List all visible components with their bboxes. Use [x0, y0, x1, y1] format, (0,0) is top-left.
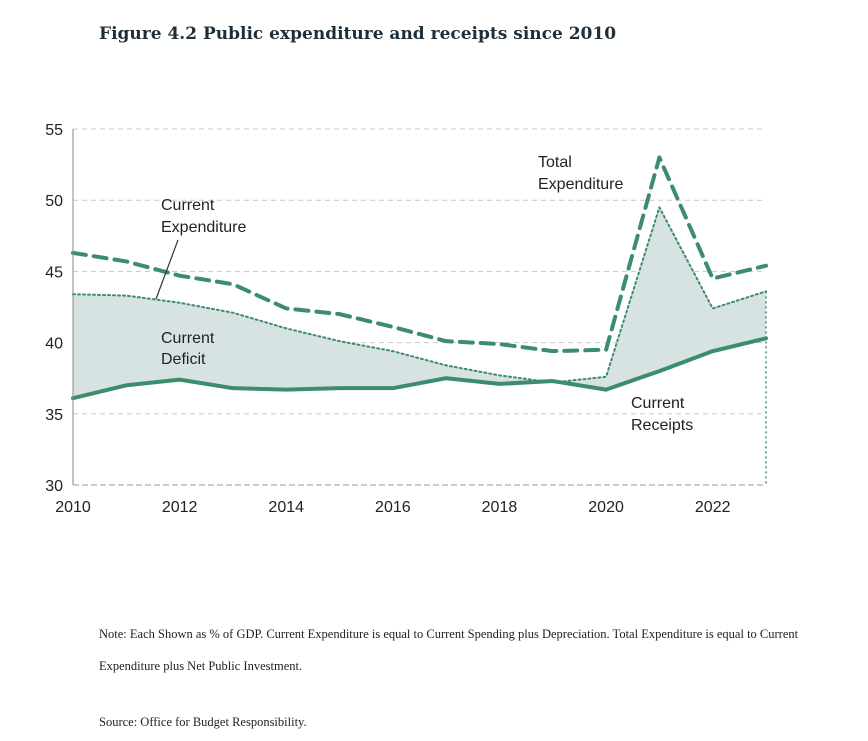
- y-tick-label-35: 35: [45, 407, 63, 424]
- x-tick-label-2018: 2018: [482, 499, 518, 516]
- annotation-current-receipts-line1: Current: [631, 395, 685, 412]
- annotation-current-deficit-line2: Deficit: [161, 351, 206, 368]
- annotation-current-receipts: Current Receipts: [631, 395, 693, 434]
- figure-source: Source: Office for Budget Responsibility…: [99, 715, 307, 729]
- annotation-total-expenditure-line1: Total: [538, 154, 572, 171]
- axis-layer: 30 35 40 45 50 55 2010 2012 2014 2016 2018 2020 2022: [45, 122, 766, 516]
- annotation-total-expenditure-line2: Expenditure: [538, 176, 623, 193]
- y-tick-label-50: 50: [45, 193, 63, 210]
- y-tick-label-55: 55: [45, 122, 63, 139]
- series-line-total-expenditure: [71, 155, 768, 354]
- expenditure-receipts-chart: 30 35 40 45 50 55 2010 2012 2014 2016 2018 2020 2022…: [45, 122, 768, 516]
- series-line-current-receipts: [71, 336, 768, 401]
- area-layer: [73, 207, 766, 399]
- annotation-current-expenditure-line2: Expenditure: [161, 219, 246, 236]
- x-tick-label-2010: 2010: [55, 499, 91, 516]
- annotation-current-expenditure-line1: Current: [161, 197, 215, 214]
- x-tick-label-2020: 2020: [588, 499, 624, 516]
- annotation-current-deficit: Current Deficit: [161, 330, 215, 368]
- figure-note: Note: Each Shown as % of GDP. Current Ex…: [99, 627, 799, 673]
- current-deficit-area: [73, 207, 766, 399]
- y-tick-label-40: 40: [45, 336, 63, 353]
- annotation-leader-line: [155, 239, 179, 300]
- annotation-current-receipts-line2: Receipts: [631, 417, 693, 434]
- series-line-current-expenditure: [72, 206, 767, 384]
- figure-title: Figure 4.2 Public expenditure and receip…: [99, 24, 617, 44]
- y-tick-label-45: 45: [45, 264, 63, 281]
- annotation-current-expenditure: Current Expenditure: [155, 197, 246, 300]
- annotation-current-deficit-line1: Current: [161, 330, 215, 347]
- x-tick-label-2016: 2016: [375, 499, 411, 516]
- x-tick-label-2012: 2012: [162, 499, 198, 516]
- annotation-total-expenditure: Total Expenditure: [538, 154, 623, 193]
- x-tick-label-2022: 2022: [695, 499, 731, 516]
- x-tick-label-2014: 2014: [268, 499, 304, 516]
- line-layer: [71, 155, 768, 485]
- y-tick-label-30: 30: [45, 478, 63, 495]
